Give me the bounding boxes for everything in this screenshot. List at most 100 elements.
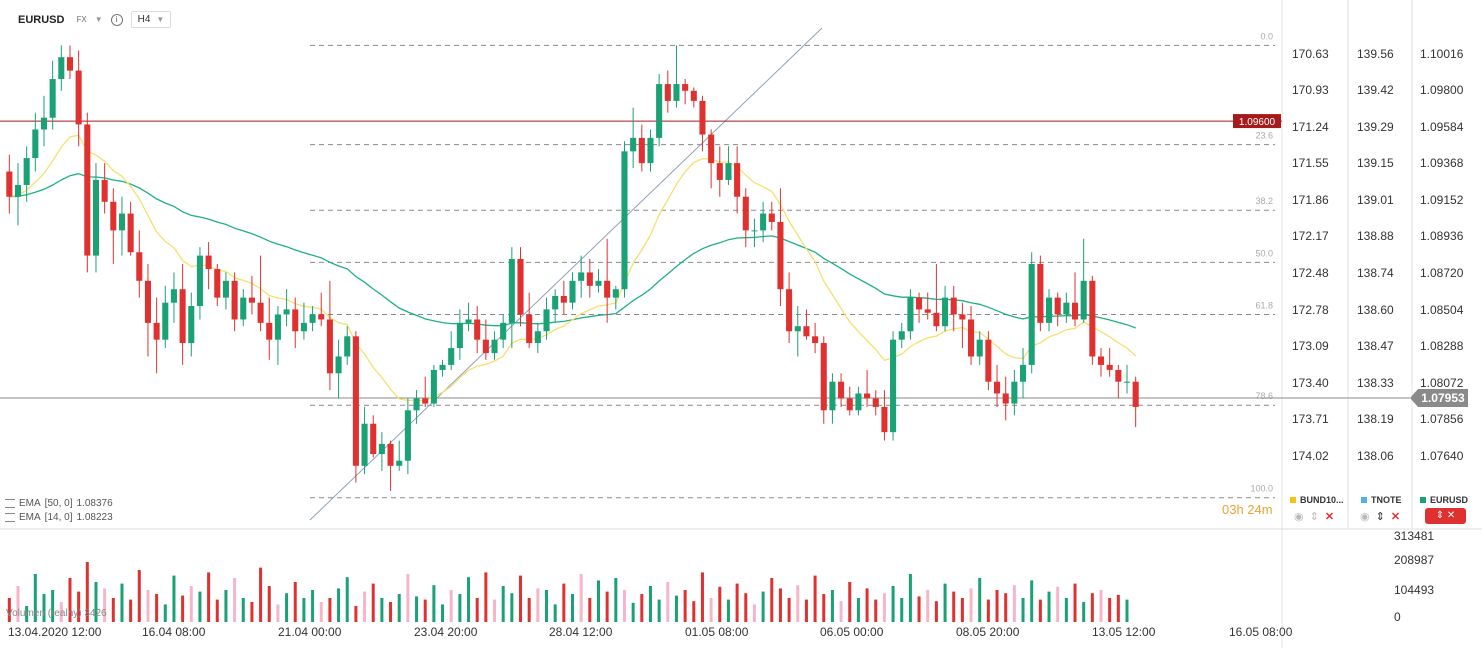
axis3-tick: 1.08936 [1420, 229, 1464, 243]
eye-icon[interactable]: ◉ [1294, 511, 1304, 523]
candle-body [378, 443, 385, 455]
volume-axis-tick: 0 [1394, 610, 1401, 624]
volume-bar [129, 599, 133, 622]
candle-body [708, 134, 715, 164]
candle-body [335, 356, 342, 374]
axis3-tick: 1.09152 [1420, 193, 1464, 207]
candle-body [1002, 393, 1009, 404]
axis3-tick: 1.09584 [1420, 120, 1464, 134]
candle-body [188, 306, 195, 344]
volume-bar [770, 578, 774, 622]
candle-body [1011, 381, 1018, 404]
candle-body [829, 381, 836, 411]
candle-body [231, 280, 238, 320]
candle-body [1080, 280, 1087, 320]
candle-body [1089, 280, 1096, 357]
volume-bar [986, 599, 990, 622]
candle-body [803, 326, 810, 337]
candle-body [786, 289, 793, 332]
volume-bar [285, 593, 289, 622]
volume-bar [700, 572, 704, 622]
volume-bar [1004, 593, 1008, 622]
candle-body [699, 100, 706, 135]
candle-body [647, 137, 654, 164]
volume-bar [943, 583, 947, 622]
candle-body [933, 312, 940, 327]
volume-bar [120, 583, 124, 622]
volume-bar [622, 590, 626, 622]
legend-label: EURUSD [1430, 495, 1469, 505]
x-axis-tick: 08.05 20:00 [956, 625, 1020, 639]
candle-body [179, 289, 186, 344]
volume-bar [787, 598, 791, 622]
candle-body [855, 393, 862, 411]
candle-body [300, 322, 307, 332]
volume-bar [207, 572, 211, 622]
volume-bar [674, 595, 678, 622]
tnote-controls: ◉ ⇕ ✕ [1360, 510, 1400, 523]
candle-body [370, 423, 377, 455]
volume-bar [804, 599, 808, 622]
candle-body [1106, 364, 1113, 370]
volume-bar [614, 578, 618, 622]
candle-body [214, 269, 221, 298]
candle-body [760, 213, 767, 231]
indicator-settings-icon[interactable] [5, 513, 15, 522]
fib-level-label: 0.0 [1260, 31, 1273, 41]
candle-body [127, 213, 134, 253]
axis3-tick: 1.10016 [1420, 47, 1464, 61]
legend-tnote[interactable]: TNOTE [1361, 495, 1402, 505]
timeframe-select[interactable]: H4 ▼ [130, 11, 172, 28]
eye-icon[interactable]: ◉ [1360, 511, 1370, 523]
volume-bar [337, 588, 341, 622]
legend-eurusd[interactable]: EURUSD [1420, 495, 1468, 505]
volume-bar [423, 599, 427, 622]
candle-body [872, 398, 879, 407]
candle-body [144, 280, 151, 323]
candle-body [968, 319, 975, 357]
candle-body [1063, 302, 1070, 315]
volume-axis-tick: 313481 [1394, 529, 1434, 543]
sort-icon[interactable]: ⇕ [1375, 511, 1385, 523]
fib-level-label: 38.2 [1255, 196, 1273, 206]
candle-body [1115, 369, 1122, 382]
ema-legend-50[interactable]: EMA [50, 0] 1.08376 [5, 498, 113, 509]
ema-params: [14, 0] [44, 512, 73, 523]
candle-body [846, 398, 853, 411]
ema-legend-14[interactable]: EMA [14, 0] 1.08223 [5, 512, 113, 523]
x-axis-tick: 28.04 12:00 [549, 625, 613, 639]
axis1-tick: 172.78 [1292, 303, 1329, 317]
x-axis-tick: 16.04 08:00 [142, 625, 206, 639]
indicator-settings-icon[interactable] [5, 499, 15, 508]
volume-bar [848, 582, 852, 622]
axis3-tick: 1.08072 [1420, 376, 1464, 390]
symbol-dropdown-icon[interactable]: ▼ [94, 15, 103, 24]
candle-body [1054, 297, 1061, 315]
volume-bar [250, 602, 254, 622]
close-icon[interactable]: ✕ [1390, 511, 1401, 523]
candle-body [690, 90, 697, 101]
sort-icon[interactable]: ⇕ [1309, 511, 1319, 523]
symbol-name[interactable]: EURUSD [18, 13, 65, 26]
volume-bar [259, 567, 263, 622]
fib-level-label: 50.0 [1255, 248, 1273, 258]
current-price-tag [1410, 389, 1468, 408]
volume-bar [631, 602, 635, 622]
candle-body [1037, 264, 1044, 323]
volume-bar [1064, 598, 1068, 622]
candle-body [604, 280, 611, 298]
close-icon[interactable]: ✕ [1324, 511, 1335, 523]
axis1-tick: 171.86 [1292, 193, 1329, 207]
volume-bar [155, 594, 159, 622]
info-icon[interactable]: i [110, 13, 123, 26]
candle-body [526, 314, 533, 344]
volume-bar [1012, 585, 1016, 622]
candle-body [751, 230, 758, 232]
candle-body [309, 314, 316, 323]
legend-bund[interactable]: BUND10... [1290, 495, 1344, 505]
trend-line [309, 27, 823, 521]
volume-bar [952, 591, 956, 622]
volume-bar [926, 590, 930, 622]
eurusd-settings-button[interactable]: ⇕ ✕ [1425, 508, 1466, 524]
